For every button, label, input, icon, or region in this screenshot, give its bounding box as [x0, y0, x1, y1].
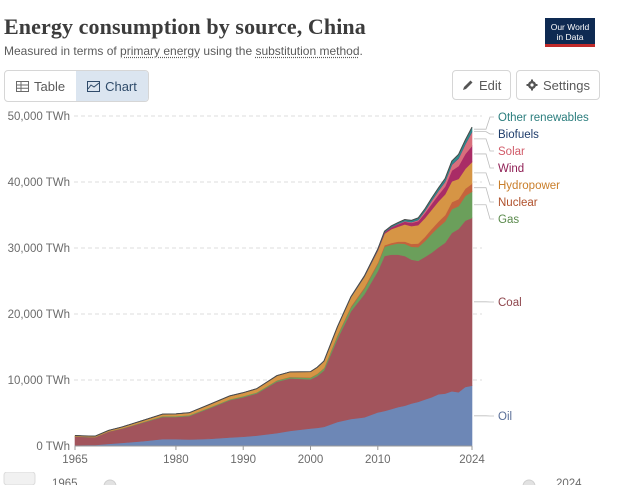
series-label-gas[interactable]: Gas	[498, 214, 519, 226]
y-tick-label: 50,000 TWh	[8, 111, 70, 123]
logo-line: in Data	[556, 32, 584, 42]
x-tick-label: 2010	[365, 454, 391, 466]
timeline-start-label: 1965	[52, 478, 78, 485]
series-label-wind[interactable]: Wind	[498, 163, 524, 175]
series-label-other-renewables[interactable]: Other renewables	[498, 112, 589, 124]
y-tick-label: 30,000 TWh	[8, 243, 70, 255]
x-tick-label: 1990	[230, 454, 256, 466]
table-icon	[16, 80, 29, 92]
edit-label: Edit	[479, 77, 502, 93]
gear-icon	[526, 79, 538, 91]
edit-button[interactable]: Edit	[452, 70, 512, 100]
timeline-end-label: 2024	[556, 478, 582, 485]
label-connector	[474, 204, 494, 220]
x-tick-label: 1965	[62, 454, 88, 466]
y-tick-label: 0 TWh	[36, 441, 70, 453]
area-chart[interactable]: 0 TWh 10,000 TWh 20,000 TWh 30,000 TWh 40,00…	[0, 0, 621, 472]
total-outline	[74, 126, 473, 437]
x-tick-label: 2024	[459, 454, 485, 466]
timeline-start-handle[interactable]	[103, 479, 117, 485]
series-label-solar[interactable]: Solar	[498, 146, 525, 158]
series-label-biofuels[interactable]: Biofuels	[498, 129, 539, 141]
tab-table[interactable]: Table	[5, 71, 76, 101]
tab-chart-label: Chart	[105, 78, 137, 94]
y-tick-label: 10,000 TWh	[8, 375, 70, 387]
subtitle-text: .	[359, 44, 363, 58]
series-label-oil[interactable]: Oil	[498, 411, 512, 423]
x-tick-label: 1980	[163, 454, 189, 466]
owid-logo[interactable]: Our World in Data	[545, 18, 595, 47]
timeline-slider[interactable]: 1965 2024	[0, 472, 621, 485]
y-tick-label: 40,000 TWh	[8, 177, 70, 189]
tab-chart[interactable]: Chart	[76, 71, 148, 101]
series-label-hydropower[interactable]: Hydropower	[498, 180, 560, 192]
label-connector	[474, 172, 494, 186]
series-label-nuclear[interactable]: Nuclear	[498, 197, 538, 209]
label-connector	[474, 116, 494, 130]
label-connector	[474, 138, 494, 152]
pencil-icon	[463, 80, 473, 90]
settings-button[interactable]: Settings	[516, 70, 600, 100]
settings-label: Settings	[543, 77, 590, 93]
play-button[interactable]	[3, 472, 36, 485]
label-connector	[474, 153, 494, 169]
series-label-coal[interactable]: Coal	[498, 297, 522, 309]
x-tick-label: 2000	[298, 454, 324, 466]
primary-energy-link[interactable]: primary energy	[120, 44, 201, 58]
timeline-end-handle[interactable]	[522, 479, 536, 485]
subtitle-text: Measured in terms of	[4, 44, 121, 58]
view-tabs: Table Chart	[4, 70, 149, 102]
label-connector	[474, 187, 494, 203]
y-tick-label: 20,000 TWh	[8, 309, 70, 321]
tab-table-label: Table	[34, 78, 66, 94]
subtitle-text: using the	[200, 44, 256, 58]
label-connector	[474, 131, 494, 135]
chart-subtitle: Measured in terms of primary energy usin…	[4, 44, 363, 58]
chart-icon	[87, 80, 101, 92]
substitution-method-link[interactable]: substitution method	[255, 44, 360, 58]
chart-title: Energy consumption by source, China	[4, 14, 366, 39]
logo-line: Our World	[550, 22, 590, 32]
